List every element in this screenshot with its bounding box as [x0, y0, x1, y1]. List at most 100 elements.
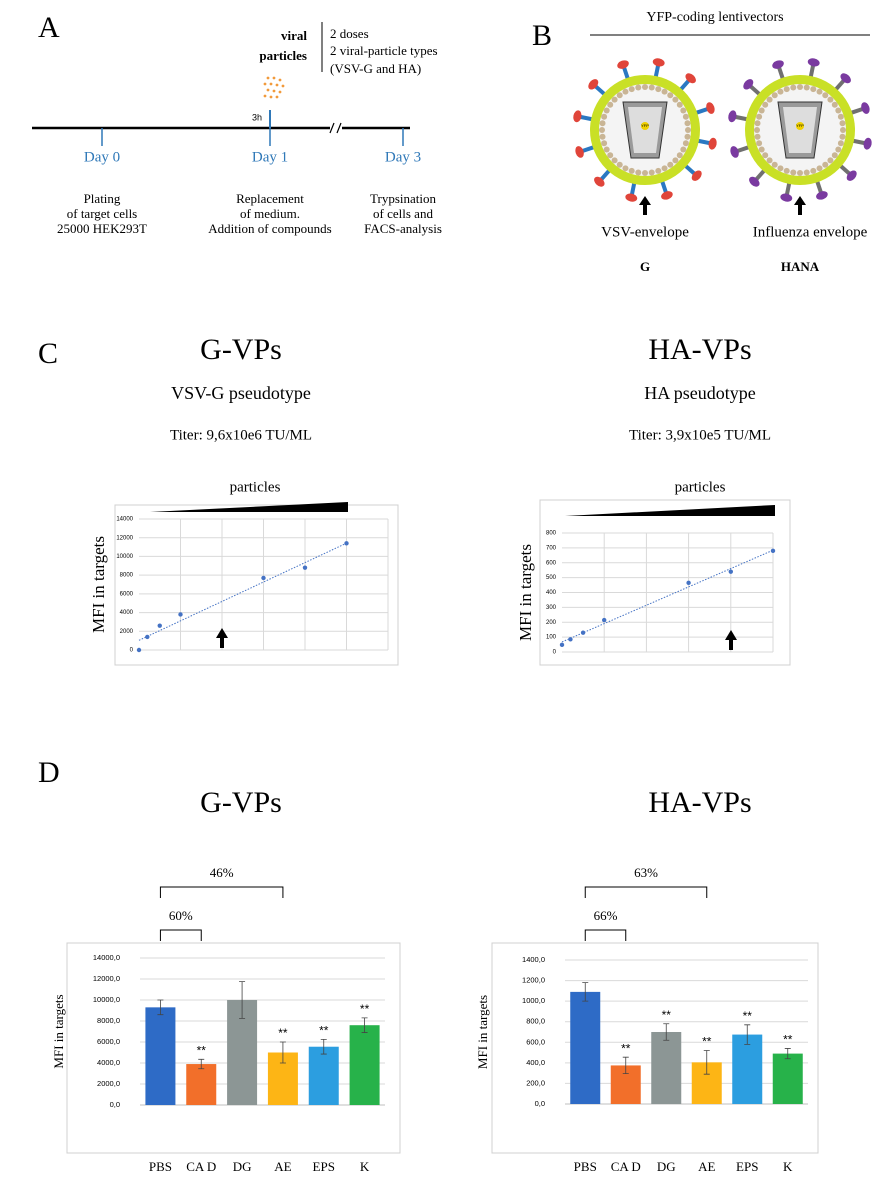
matrix-dot	[672, 157, 678, 163]
matrix-dot	[832, 102, 838, 108]
matrix-dot	[817, 165, 823, 171]
y-tick-label: 8000	[120, 573, 134, 579]
spike-head	[780, 193, 793, 203]
point	[137, 648, 141, 652]
point	[261, 576, 265, 580]
annotation: particles	[230, 479, 281, 495]
matrix-dot	[804, 85, 810, 91]
significance: **	[702, 1035, 712, 1049]
matrix-dot	[827, 97, 833, 103]
day-text: of target cells	[67, 206, 138, 221]
spike-stem	[851, 109, 862, 113]
y-tick-label: 1200,0	[522, 976, 545, 985]
particle-dot	[264, 83, 267, 86]
matrix-dot	[759, 147, 765, 153]
spike-head	[771, 59, 785, 70]
spike-head	[863, 137, 873, 150]
yfp-label: YFP	[796, 123, 804, 128]
spike-stem	[580, 117, 592, 119]
x-tick-label: EPS	[736, 1159, 758, 1174]
spike-stem	[656, 65, 658, 77]
matrix-dot	[784, 168, 790, 174]
bar	[570, 992, 600, 1104]
bar	[309, 1047, 339, 1105]
matrix-dot	[662, 165, 668, 171]
matrix-dot	[612, 97, 618, 103]
matrix-dot	[777, 165, 783, 171]
spike-stem	[817, 181, 821, 192]
spike-head	[574, 145, 585, 159]
matrix-dot	[772, 92, 778, 98]
matrix-dot	[680, 147, 686, 153]
y-tick-label: 6000,0	[97, 1037, 120, 1046]
significance: **	[197, 1043, 207, 1057]
particle-dot	[267, 89, 270, 92]
matrix-dot	[607, 102, 613, 108]
y-axis-label: MFI in targets	[516, 544, 535, 641]
bracket	[585, 930, 626, 941]
x-tick-label: DG	[657, 1159, 676, 1174]
y-tick-label: 10000	[116, 554, 133, 560]
spike-head	[727, 110, 737, 123]
spike-head	[807, 57, 820, 67]
x-tick-label: PBS	[149, 1159, 172, 1174]
matrix-dot	[754, 127, 760, 133]
y-tick-label: 8000,0	[97, 1016, 120, 1025]
matrix-dot	[832, 152, 838, 158]
y-tick-label: 10000,0	[93, 995, 120, 1004]
panel-label: C	[38, 337, 58, 370]
spike-stem	[681, 81, 689, 90]
spike-head	[660, 190, 674, 201]
matrix-dot	[755, 134, 761, 140]
y-tick-label: 12000,0	[93, 974, 120, 983]
x-tick-label: K	[783, 1159, 793, 1174]
matrix-dot	[838, 140, 844, 146]
matrix-dot	[601, 114, 607, 120]
point	[178, 612, 182, 616]
note: 2 doses	[330, 26, 369, 41]
matrix-dot	[684, 134, 690, 140]
matrix-dot	[759, 107, 765, 113]
axis-break	[330, 123, 341, 133]
matrix-dot	[683, 140, 689, 146]
day-label: Day 3	[385, 149, 421, 165]
significance: **	[319, 1024, 329, 1038]
significance: **	[278, 1026, 288, 1040]
chart-note: Titer: 9,6x10e6 TU/ML	[170, 427, 312, 443]
spike-head	[625, 193, 638, 203]
matrix-dot	[622, 89, 628, 95]
y-tick-label: 1000,0	[522, 996, 545, 1005]
matrix-dot	[797, 84, 803, 90]
spike-head	[860, 101, 871, 115]
day-text: of cells and	[373, 206, 433, 221]
matrix-dot	[804, 169, 810, 175]
y-tick-label: 200,0	[526, 1078, 545, 1087]
spike-head	[616, 59, 630, 70]
spike-stem	[751, 86, 760, 94]
matrix-dot	[599, 127, 605, 133]
bar	[186, 1064, 216, 1105]
spike-stem	[624, 67, 628, 78]
y-tick-label: 600	[546, 560, 557, 566]
matrix-dot	[677, 152, 683, 158]
point	[560, 643, 564, 647]
spike-stem	[840, 166, 849, 174]
bar	[732, 1035, 762, 1104]
matrix-dot	[817, 89, 823, 95]
matrix-dot	[810, 86, 816, 92]
matrix-dot	[649, 169, 655, 175]
particles-icon	[264, 77, 285, 99]
spike-stem	[698, 141, 710, 143]
spike-head	[708, 137, 718, 150]
x-tick-label: CA D	[186, 1159, 216, 1174]
matrix-dot	[777, 89, 783, 95]
y-tick-label: 4000,0	[97, 1058, 120, 1067]
matrix-dot	[635, 85, 641, 91]
point	[568, 637, 572, 641]
y-tick-label: 300	[546, 605, 557, 611]
bar	[350, 1025, 380, 1105]
note: 2 viral-particle types	[330, 43, 438, 58]
matrix-dot	[642, 84, 648, 90]
spike-stem	[696, 109, 707, 113]
matrix-dot	[838, 114, 844, 120]
